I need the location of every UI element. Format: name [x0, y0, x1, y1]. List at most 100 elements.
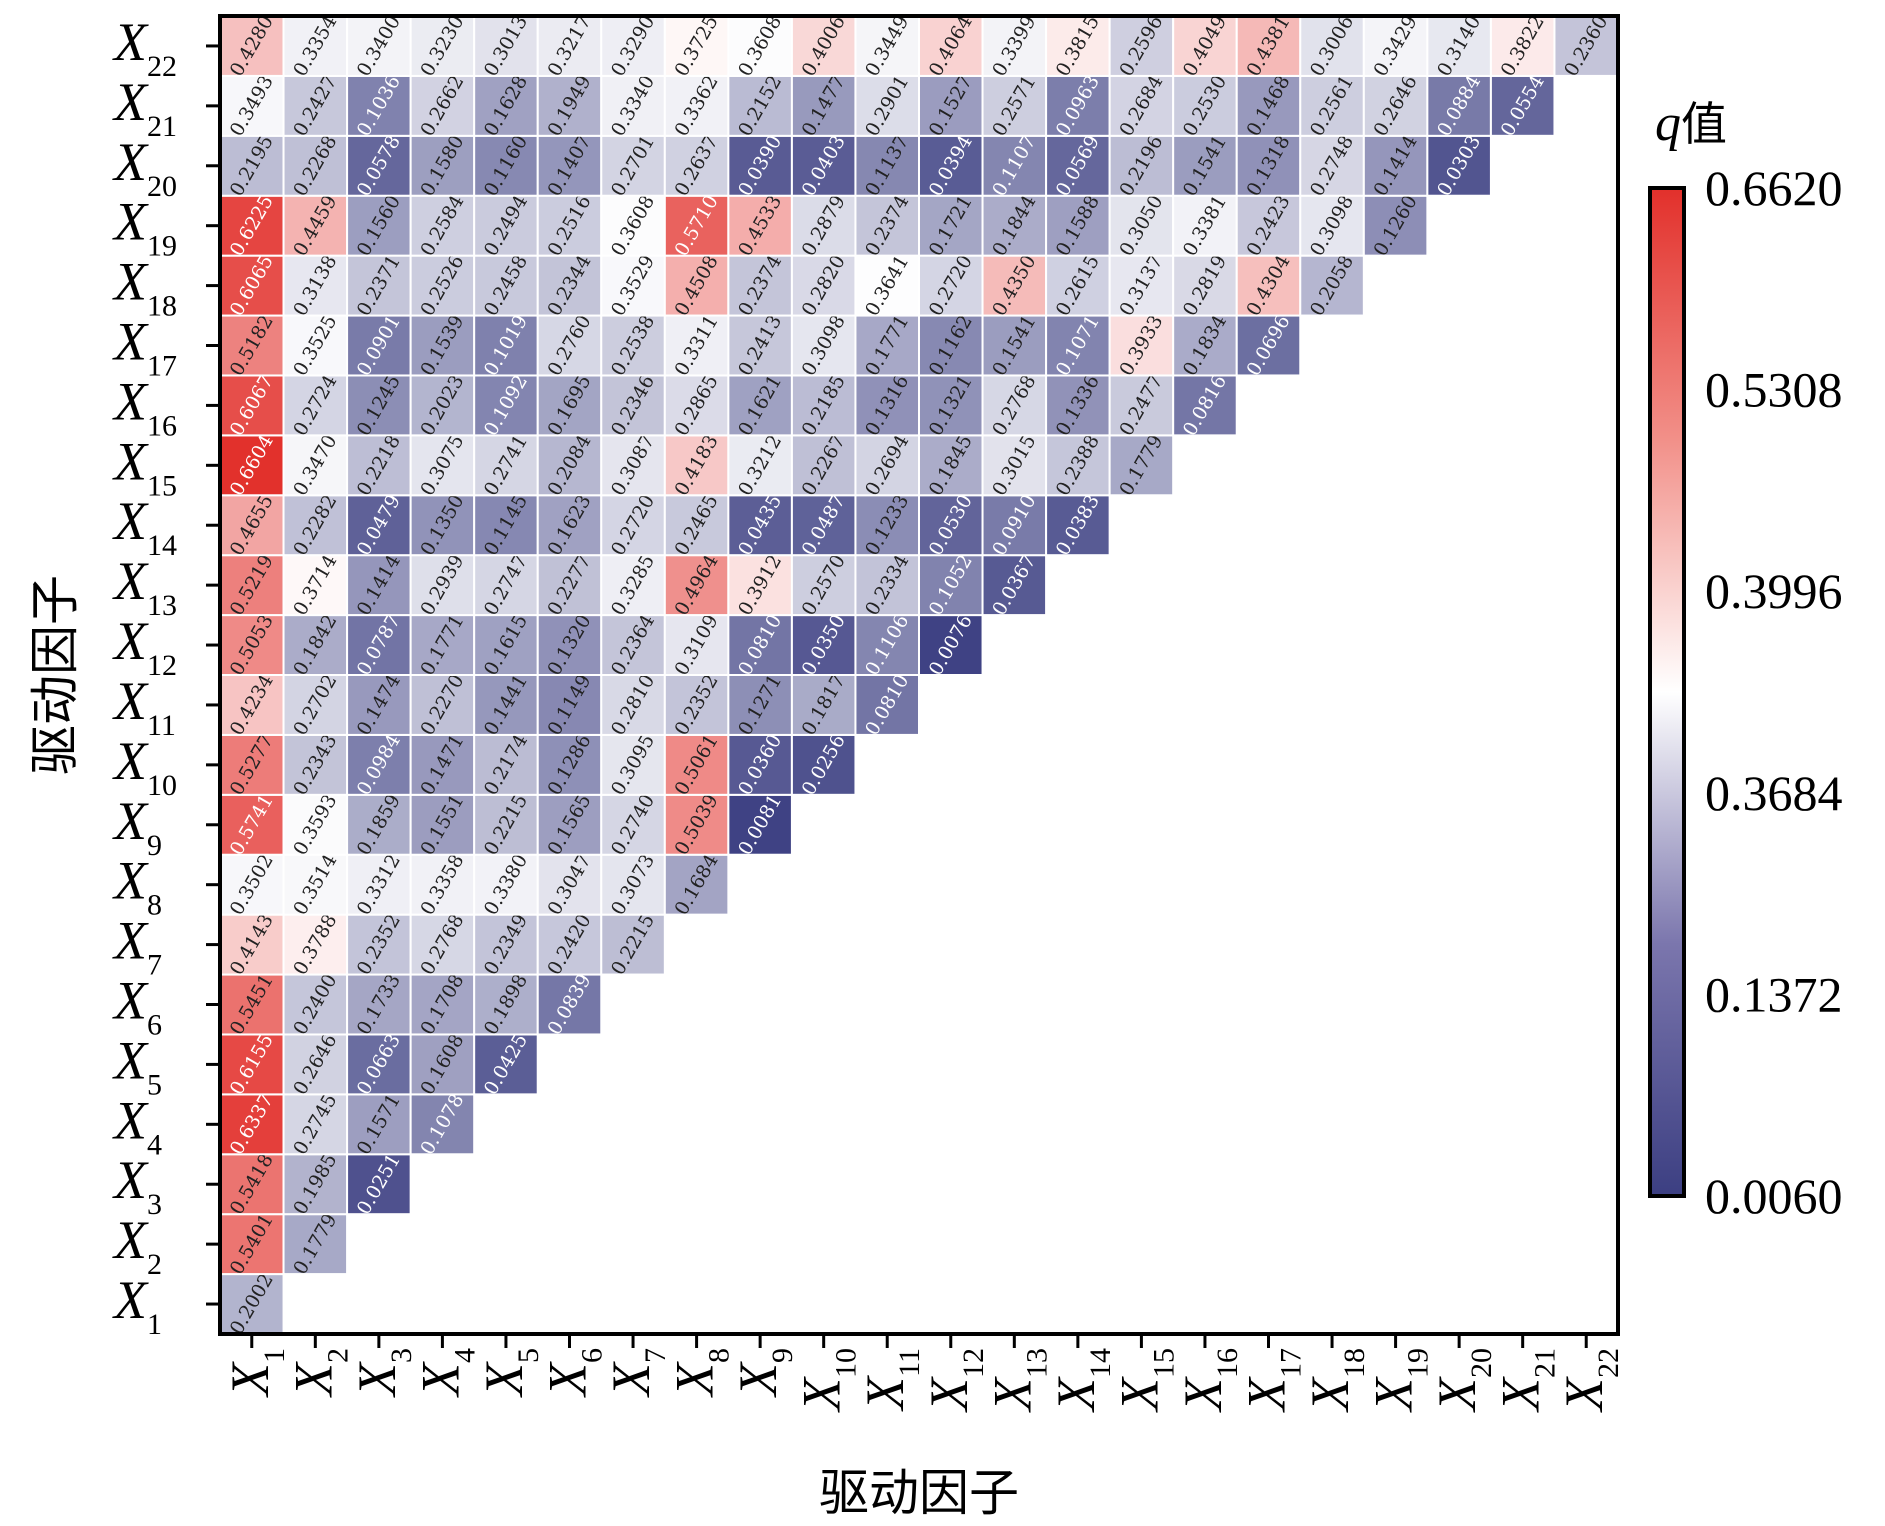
y-tick-label-base: X: [112, 252, 149, 312]
y-tick-label: X10: [112, 731, 177, 802]
heatmap-cell: [600, 314, 666, 377]
y-tick-label-subscript: 22: [147, 50, 177, 83]
heatmap-cell: [663, 853, 730, 916]
heatmap-cell: [473, 194, 539, 257]
heatmap-cell: [663, 793, 730, 856]
x-tick-label-base: X: [347, 1361, 407, 1398]
heatmap-cell: [473, 254, 539, 317]
y-tick-label: X18: [112, 252, 177, 323]
x-tick-label-subscript: 15: [1147, 1348, 1180, 1378]
y-tick-label-subscript: 11: [147, 709, 176, 742]
x-tick-label: X12: [919, 1348, 990, 1413]
y-tick-label-base: X: [112, 132, 149, 192]
y-tick-label-base: X: [112, 611, 149, 671]
y-tick-label: X8: [112, 851, 162, 922]
y-tick-label: X16: [112, 371, 177, 442]
heatmap-cell: [346, 494, 412, 557]
y-tick-label-base: X: [112, 192, 149, 252]
heatmap-cell: [1045, 434, 1111, 497]
heatmap-cell: [409, 1093, 476, 1156]
plot-frame: [218, 14, 1620, 1336]
x-tick-label-base: X: [919, 1376, 979, 1413]
colorbar: q值 0.6620 0.5308 0.3996 0.3684 0.1372 0.0060: [1648, 95, 1843, 1224]
heatmap-cell: [1235, 134, 1302, 197]
y-tick-label: X9: [112, 791, 162, 862]
x-tick-label-subscript: 20: [1465, 1348, 1498, 1378]
colorbar-title-suffix: 值: [1681, 97, 1727, 151]
y-tick-label-base: X: [112, 551, 149, 611]
x-tick-label-subscript: 22: [1592, 1348, 1625, 1378]
y-tick-label: X22: [112, 12, 177, 83]
y-tick-label-subscript: 13: [147, 589, 177, 622]
heatmap-cell: [727, 74, 793, 137]
heatmap-cell: [727, 374, 793, 437]
x-tick-label-base: X: [1237, 1376, 1297, 1413]
heatmap-cell: [219, 793, 285, 856]
heatmap-cell: [918, 74, 984, 137]
heatmap-cell: [282, 1033, 349, 1096]
heatmap-cell: [409, 913, 476, 976]
heatmap-cell: [600, 15, 666, 77]
x-tick-label: X6: [538, 1348, 609, 1398]
y-tick-label: X14: [112, 491, 177, 562]
x-tick-label: X11: [855, 1348, 926, 1412]
colorbar-gradient: [1648, 186, 1686, 1198]
y-tick-label: X20: [112, 132, 177, 203]
x-tick-label-base: X: [1554, 1376, 1614, 1413]
heatmap-cell: [219, 853, 285, 916]
heatmap-cell: [1045, 15, 1111, 77]
y-tick-label-subscript: 7: [147, 949, 162, 982]
heatmap-cell: [918, 134, 984, 197]
x-tick-label: X18: [1300, 1348, 1371, 1413]
x-tick-label-subscript: 16: [1211, 1348, 1244, 1378]
heatmap-cell: [1426, 134, 1492, 197]
heatmap-cell: [854, 554, 920, 617]
colorbar-title: q值: [1655, 95, 1727, 152]
x-tick-label-base: X: [1173, 1376, 1233, 1413]
heatmap-cell: [1426, 15, 1492, 77]
y-tick-label-base: X: [112, 72, 149, 132]
heatmap-cell: [219, 194, 285, 257]
colorbar-title-variable: q: [1655, 95, 1681, 152]
heatmap-cell: [600, 254, 666, 317]
heatmap-cell: [473, 494, 539, 557]
heatmap-cell: [409, 134, 476, 197]
heatmap-cell: [854, 434, 920, 497]
heatmap-cell: [282, 134, 349, 197]
heatmap-cell: [1108, 374, 1175, 437]
heatmap-cell: [346, 1153, 412, 1216]
y-tick-label-base: X: [112, 911, 149, 971]
heatmap-cell: [918, 494, 984, 557]
heatmap-cell: [918, 374, 984, 437]
heatmap-cell: [1362, 134, 1429, 197]
x-tick-label-base: X: [855, 1375, 915, 1412]
y-tick-label-base: X: [112, 1030, 149, 1090]
heatmap-cell: [346, 194, 412, 257]
y-tick-label-subscript: 5: [147, 1068, 162, 1101]
x-tick-label: X9: [728, 1348, 799, 1398]
x-tick-label-subscript: 11: [893, 1348, 926, 1377]
colorbar-ticks: 0.6620 0.5308 0.3996 0.3684 0.1372 0.0060: [1705, 160, 1843, 1224]
y-tick-label-subscript: 21: [147, 110, 177, 143]
heatmap-cell: [346, 374, 412, 437]
x-tick-label-base: X: [1364, 1376, 1424, 1413]
x-tick-label-subscript: 12: [957, 1348, 990, 1378]
x-tick-label: X7: [601, 1348, 672, 1398]
x-tick-label-subscript: 9: [766, 1348, 799, 1363]
y-tick-label-base: X: [112, 1090, 149, 1150]
heatmap-cell: [854, 15, 920, 77]
colorbar-tick-label: 0.3684: [1705, 765, 1843, 821]
y-tick-label-subscript: 6: [147, 1009, 162, 1042]
colorbar-tick-label: 0.0060: [1705, 1168, 1843, 1224]
x-tick-label-subscript: 21: [1529, 1348, 1562, 1378]
heatmap-cell: [663, 494, 730, 557]
x-tick-label-subscript: 8: [703, 1348, 736, 1363]
colorbar-tick-label: 0.3996: [1705, 563, 1843, 619]
heatmap-cell: [536, 374, 603, 437]
x-tick-label: X19: [1364, 1348, 1435, 1413]
heatmap-cell: [346, 134, 412, 197]
heatmap-cell: [663, 314, 730, 377]
y-tick-label-subscript: 3: [147, 1188, 162, 1221]
x-tick-label: X13: [982, 1348, 1053, 1413]
heatmap-cell: [473, 314, 539, 377]
